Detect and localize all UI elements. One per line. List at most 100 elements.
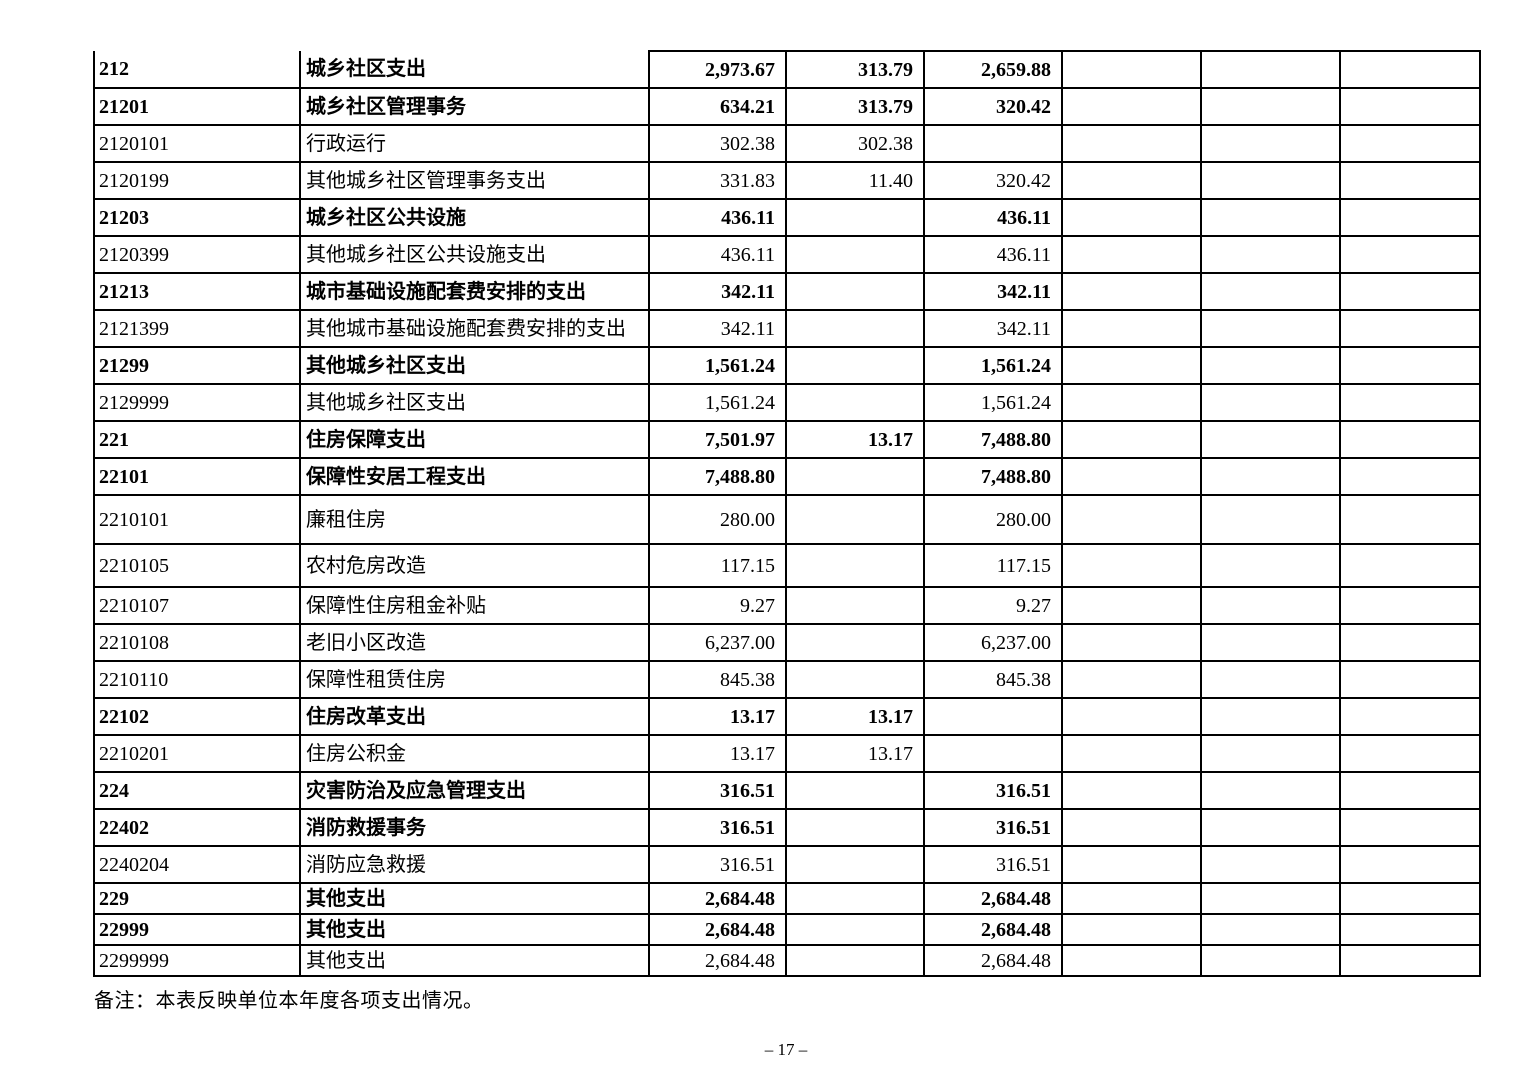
empty-cell xyxy=(1339,383,1481,422)
empty-cell xyxy=(1200,845,1341,884)
empty-cell xyxy=(1061,457,1202,496)
empty-cell xyxy=(1200,494,1341,545)
amount-col1: 1,561.24 xyxy=(648,383,787,422)
amount-col1: 1,561.24 xyxy=(648,346,787,385)
empty-cell xyxy=(1339,660,1481,699)
row-name: 其他城乡社区支出 xyxy=(299,383,650,422)
empty-cell xyxy=(1200,198,1341,237)
amount-col2 xyxy=(785,944,925,977)
empty-cell xyxy=(1200,586,1341,625)
amount-col3: 316.51 xyxy=(923,771,1063,810)
amount-col1: 316.51 xyxy=(648,771,787,810)
row-code: 22402 xyxy=(93,808,301,847)
table-container: 212 城乡社区支出 2,973.67 313.79 2,659.88 21201 城乡社区… xyxy=(93,50,1481,1060)
amount-col3: 2,684.48 xyxy=(923,913,1063,946)
amount-col1: 845.38 xyxy=(648,660,787,699)
table-row: 22402 消防救援事务 316.51 316.51 xyxy=(93,808,1481,847)
table-row: 2210108 老旧小区改造 6,237.00 6,237.00 xyxy=(93,623,1481,662)
empty-cell xyxy=(1200,235,1341,274)
empty-cell xyxy=(1200,87,1341,126)
row-name: 住房保障支出 xyxy=(299,420,650,459)
amount-col1: 2,684.48 xyxy=(648,913,787,946)
empty-cell xyxy=(1339,845,1481,884)
empty-cell xyxy=(1200,272,1341,311)
row-code: 229 xyxy=(93,882,301,915)
empty-cell xyxy=(1339,697,1481,736)
row-code: 2129999 xyxy=(93,383,301,422)
empty-cell xyxy=(1339,346,1481,385)
row-code: 21203 xyxy=(93,198,301,237)
empty-cell xyxy=(1061,771,1202,810)
empty-cell xyxy=(1339,543,1481,588)
row-name: 其他城乡社区支出 xyxy=(299,346,650,385)
amount-col3: 7,488.80 xyxy=(923,420,1063,459)
amount-col3: 1,561.24 xyxy=(923,346,1063,385)
table-row: 212 城乡社区支出 2,973.67 313.79 2,659.88 xyxy=(93,50,1481,89)
empty-cell xyxy=(1061,944,1202,977)
amount-col3: 320.42 xyxy=(923,161,1063,200)
row-name: 城乡社区公共设施 xyxy=(299,198,650,237)
amount-col1: 342.11 xyxy=(648,309,787,348)
empty-cell xyxy=(1061,272,1202,311)
row-code: 22102 xyxy=(93,697,301,736)
table-row: 2210110 保障性租赁住房 845.38 845.38 xyxy=(93,660,1481,699)
empty-cell xyxy=(1061,87,1202,126)
empty-cell xyxy=(1061,543,1202,588)
amount-col2 xyxy=(785,771,925,810)
empty-cell xyxy=(1200,623,1341,662)
amount-col2 xyxy=(785,494,925,545)
row-code: 22999 xyxy=(93,913,301,946)
row-name: 行政运行 xyxy=(299,124,650,163)
amount-col3: 342.11 xyxy=(923,272,1063,311)
row-name: 住房公积金 xyxy=(299,734,650,773)
empty-cell xyxy=(1339,913,1481,946)
row-name: 保障性安居工程支出 xyxy=(299,457,650,496)
row-name: 保障性租赁住房 xyxy=(299,660,650,699)
table-row: 229 其他支出 2,684.48 2,684.48 xyxy=(93,882,1481,915)
table-row: 2120199 其他城乡社区管理事务支出 331.83 11.40 320.42 xyxy=(93,161,1481,200)
empty-cell xyxy=(1061,420,1202,459)
table-row: 22999 其他支出 2,684.48 2,684.48 xyxy=(93,913,1481,946)
amount-col1: 316.51 xyxy=(648,808,787,847)
table-row: 2210107 保障性住房租金补贴 9.27 9.27 xyxy=(93,586,1481,625)
empty-cell xyxy=(1200,697,1341,736)
table-body: 212 城乡社区支出 2,973.67 313.79 2,659.88 21201 城乡社区… xyxy=(93,50,1481,977)
amount-col3: 316.51 xyxy=(923,808,1063,847)
row-code: 2210108 xyxy=(93,623,301,662)
row-name: 城乡社区管理事务 xyxy=(299,87,650,126)
empty-cell xyxy=(1061,50,1202,89)
amount-col3: 1,561.24 xyxy=(923,383,1063,422)
amount-col3: 845.38 xyxy=(923,660,1063,699)
empty-cell xyxy=(1061,882,1202,915)
row-name: 其他城乡社区公共设施支出 xyxy=(299,235,650,274)
amount-col1: 2,973.67 xyxy=(648,50,787,89)
empty-cell xyxy=(1339,586,1481,625)
amount-col2 xyxy=(785,198,925,237)
empty-cell xyxy=(1061,697,1202,736)
amount-col2 xyxy=(785,383,925,422)
table-row: 221 住房保障支出 7,501.97 13.17 7,488.80 xyxy=(93,420,1481,459)
empty-cell xyxy=(1339,272,1481,311)
table-row: 22102 住房改革支出 13.17 13.17 xyxy=(93,697,1481,736)
row-name: 住房改革支出 xyxy=(299,697,650,736)
amount-col2: 11.40 xyxy=(785,161,925,200)
amount-col3: 2,684.48 xyxy=(923,944,1063,977)
empty-cell xyxy=(1339,198,1481,237)
empty-cell xyxy=(1061,586,1202,625)
amount-col3: 436.11 xyxy=(923,198,1063,237)
row-name: 城市基础设施配套费安排的支出 xyxy=(299,272,650,311)
row-code: 212 xyxy=(93,51,301,89)
empty-cell xyxy=(1339,124,1481,163)
row-name: 廉租住房 xyxy=(299,494,650,545)
amount-col2 xyxy=(785,913,925,946)
empty-cell xyxy=(1339,771,1481,810)
row-code: 2210105 xyxy=(93,543,301,588)
table-row: 2240204 消防应急救援 316.51 316.51 xyxy=(93,845,1481,884)
row-code: 21201 xyxy=(93,87,301,126)
empty-cell xyxy=(1339,235,1481,274)
amount-col3 xyxy=(923,697,1063,736)
empty-cell xyxy=(1200,383,1341,422)
row-code: 2240204 xyxy=(93,845,301,884)
empty-cell xyxy=(1339,808,1481,847)
empty-cell xyxy=(1200,420,1341,459)
